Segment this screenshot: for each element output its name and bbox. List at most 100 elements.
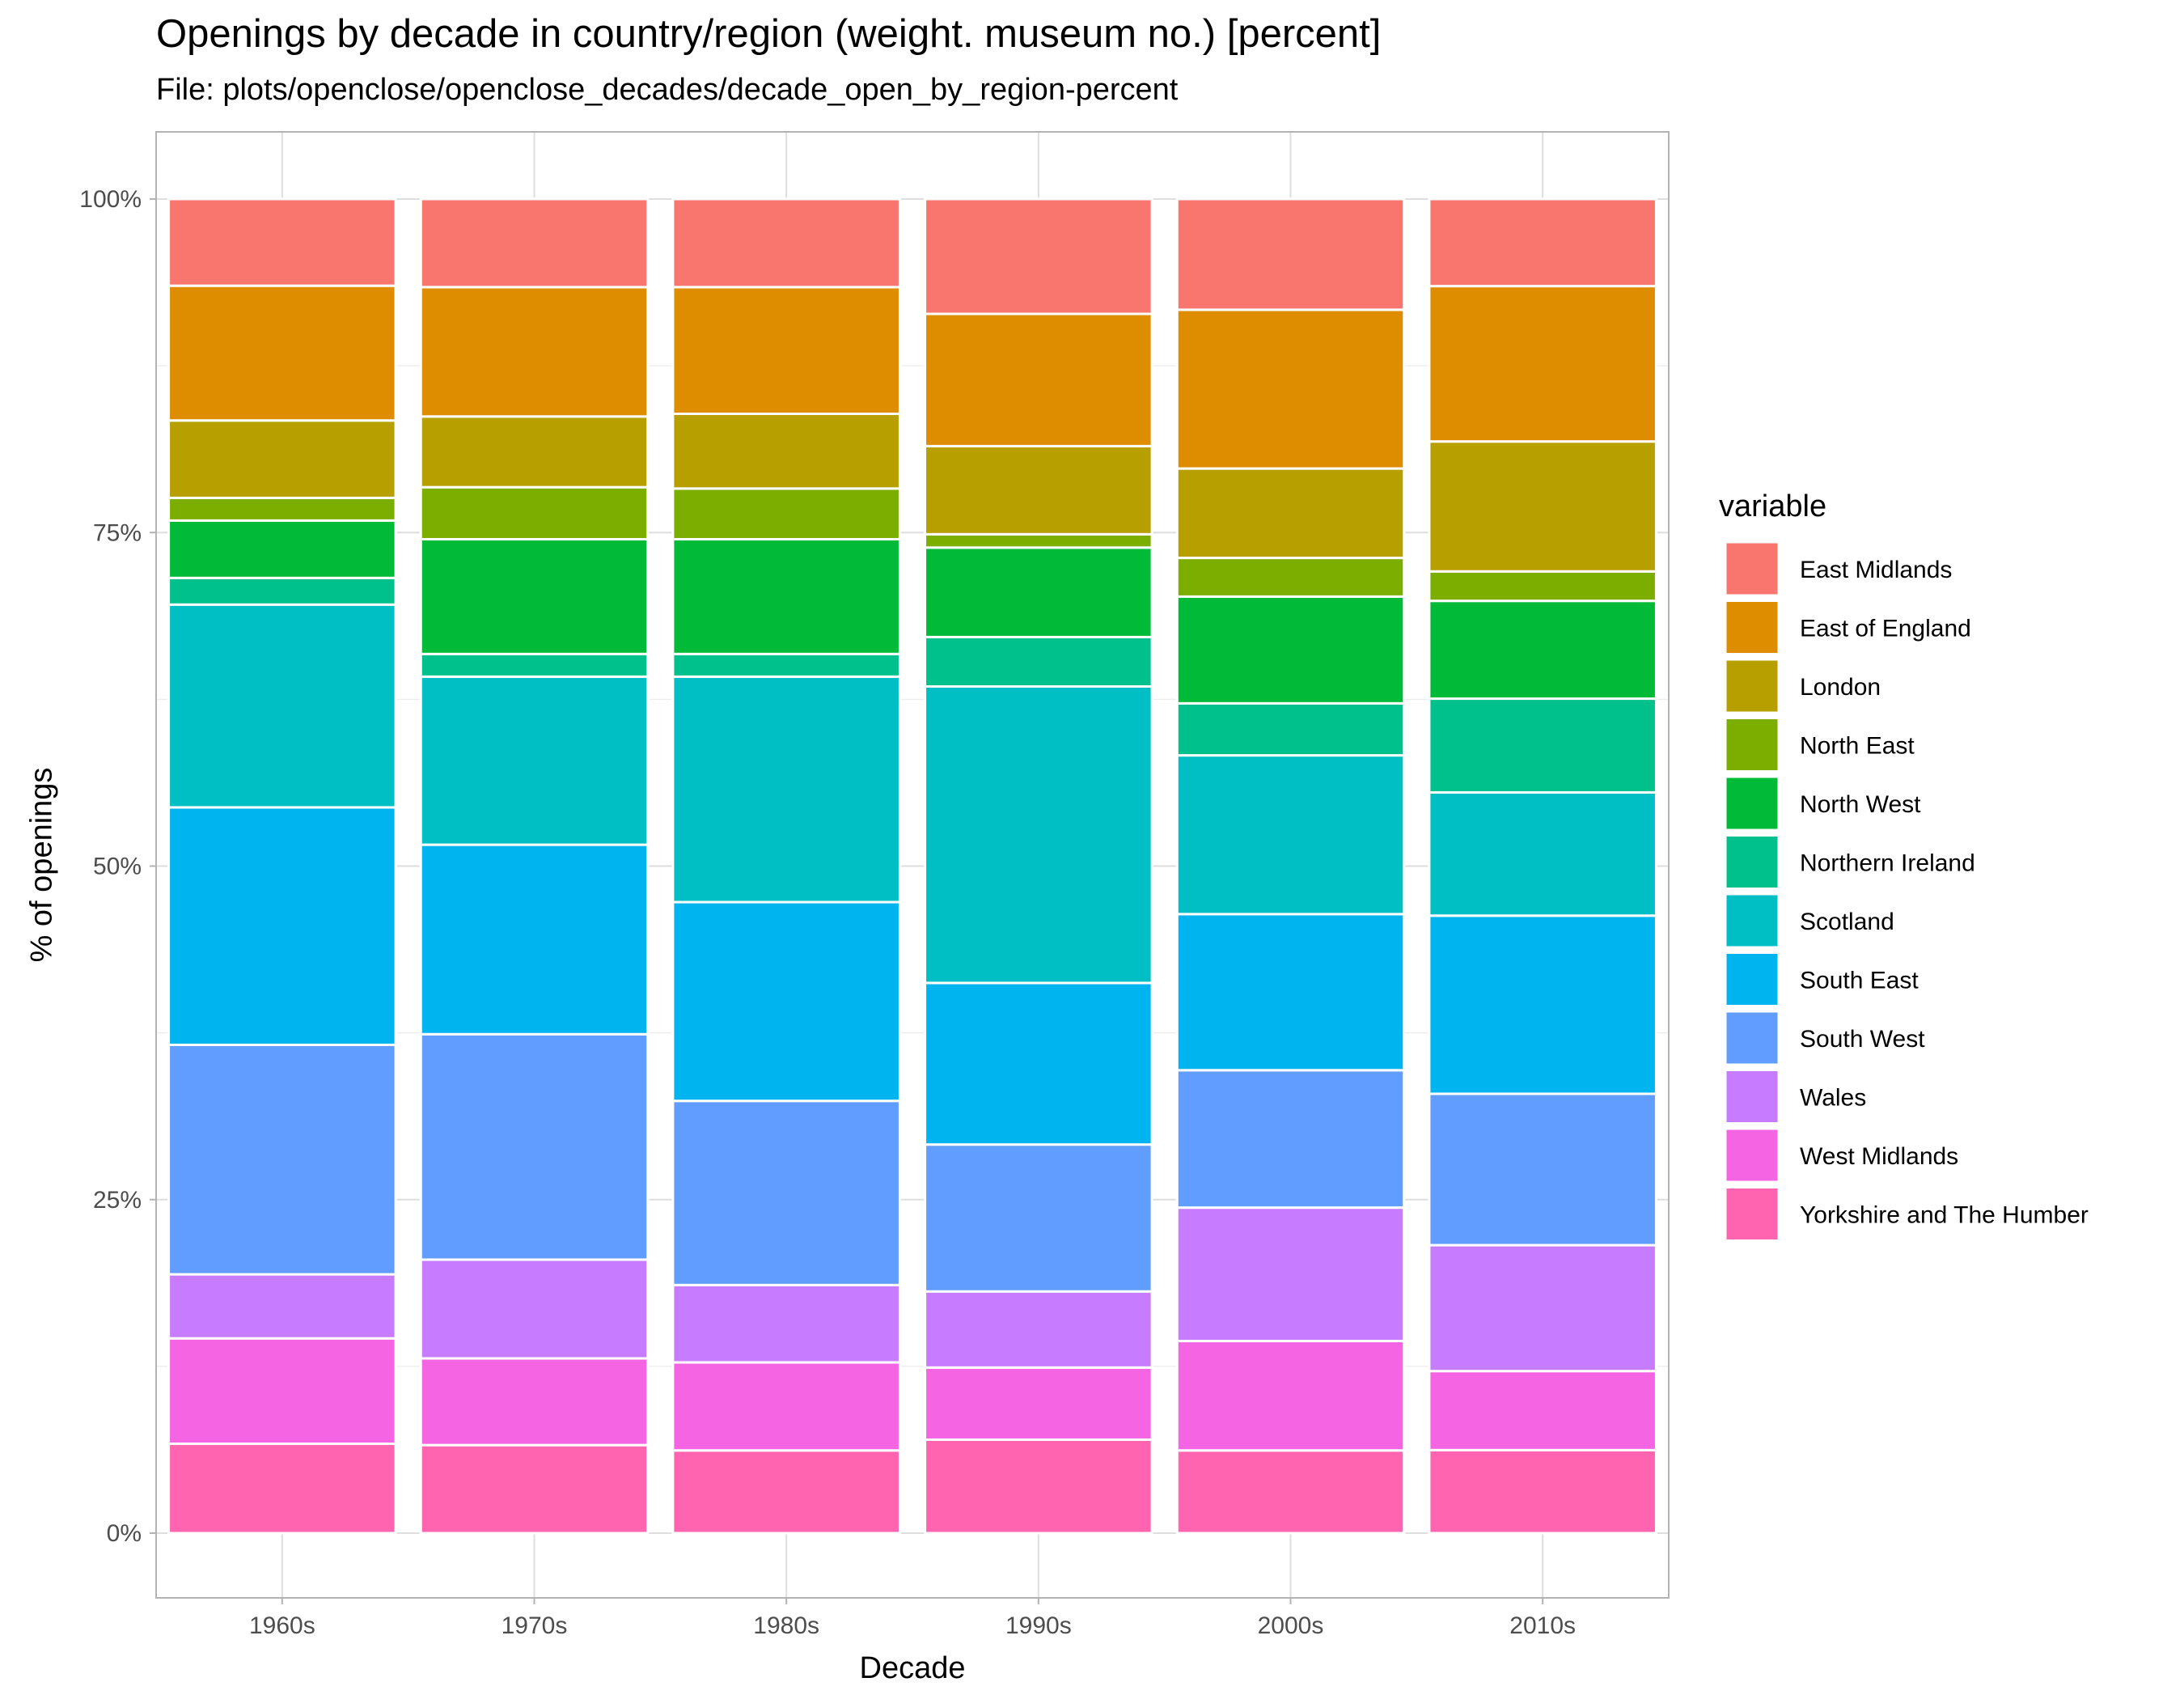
bar-segment-1970s-north-west xyxy=(419,537,650,655)
bar-segment-1990s-london xyxy=(924,444,1153,536)
bar-segment-2010s-wales xyxy=(1428,1244,1657,1373)
legend-key-north-west xyxy=(1724,775,1780,832)
bar-segment-1990s-east-of-england xyxy=(924,312,1153,447)
bar-segment-1960s-north-west xyxy=(167,519,397,579)
bar-segment-1960s-northern-ireland xyxy=(167,576,397,606)
legend-label-scotland: Scotland xyxy=(1800,909,1894,935)
bar-segment-1970s-northern-ireland xyxy=(419,652,650,678)
bar-segment-1980s-south-east xyxy=(671,900,901,1103)
y-tick-label: 25% xyxy=(93,1187,142,1214)
y-tick-label: 0% xyxy=(107,1520,142,1547)
bar-segment-2000s-northern-ireland xyxy=(1175,701,1406,757)
legend-label-south-east: South East xyxy=(1800,968,1919,994)
legend-label-south-west: South West xyxy=(1800,1026,1925,1053)
bar-segment-1970s-wales xyxy=(419,1258,650,1360)
bar-segment-2000s-yorkshire-and-the-humber xyxy=(1175,1449,1406,1535)
bar-segment-2000s-east-midlands xyxy=(1175,197,1406,311)
bar-segment-2010s-south-east xyxy=(1428,914,1657,1095)
bar-segment-2010s-scotland xyxy=(1428,790,1657,917)
x-tick-label: 2010s xyxy=(1509,1612,1576,1639)
bar-segment-1990s-north-east xyxy=(924,532,1153,549)
x-tick-label: 1990s xyxy=(1005,1612,1072,1639)
x-tick-label: 1970s xyxy=(502,1612,568,1639)
axes: 0% 25% 50% 75% 100% 1960s 1970s 1980s 1990s 2000s… xyxy=(79,186,1576,1639)
bar-segment-1970s-west-midlands xyxy=(419,1357,650,1447)
legend-label-london: London xyxy=(1800,674,1881,701)
bar-segment-1960s-south-east xyxy=(167,806,397,1046)
bar-segment-2010s-northern-ireland xyxy=(1428,697,1657,794)
legend-label-west-midlands: West Midlands xyxy=(1800,1143,1958,1170)
y-tick-label: 50% xyxy=(93,854,142,880)
legend-key-south-west xyxy=(1724,1010,1780,1066)
legend-key-wales xyxy=(1724,1069,1780,1125)
bar-segment-2000s-north-east xyxy=(1175,557,1406,598)
y-tick-label: 100% xyxy=(79,186,142,213)
bar-segment-2000s-east-of-england xyxy=(1175,308,1406,470)
legend-key-east-of-england xyxy=(1724,600,1780,655)
bar-segment-2000s-london xyxy=(1175,467,1406,560)
bar-segment-1990s-yorkshire-and-the-humber xyxy=(924,1438,1153,1535)
bar-segment-1990s-south-east xyxy=(924,981,1153,1146)
bar-segment-1990s-scotland xyxy=(924,684,1153,985)
legend-key-scotland xyxy=(1724,892,1780,949)
bar-segment-1990s-east-midlands xyxy=(924,197,1153,316)
bar-segment-2010s-east-of-england xyxy=(1428,285,1657,443)
legend-key-yorkshire-and-the-humber xyxy=(1724,1186,1780,1242)
legend-label-north-west: North West xyxy=(1800,791,1921,818)
bar-segment-2010s-north-west xyxy=(1428,600,1657,701)
bar-segment-1980s-north-west xyxy=(671,537,901,655)
x-tick-label: 1960s xyxy=(249,1612,315,1639)
bar-segment-2010s-north-east xyxy=(1428,570,1657,603)
legend-label-east-of-england: East of England xyxy=(1800,616,1971,642)
bar-segment-1980s-north-east xyxy=(671,487,901,540)
legend-label-northern-ireland: Northern Ireland xyxy=(1800,850,1975,877)
bar-segment-2010s-west-midlands xyxy=(1428,1370,1657,1451)
bar-segment-1970s-south-west xyxy=(419,1032,650,1261)
legend-key-london xyxy=(1724,658,1780,714)
bar-segment-1980s-scotland xyxy=(671,675,901,904)
bar-segment-1970s-north-east xyxy=(419,485,650,540)
bar-segment-1980s-yorkshire-and-the-humber xyxy=(671,1449,901,1535)
legend-key-south-east xyxy=(1724,951,1780,1007)
bar-segment-2010s-east-midlands xyxy=(1428,197,1657,288)
bar-segment-1970s-south-east xyxy=(419,843,650,1036)
bar-segment-1990s-wales xyxy=(924,1290,1153,1369)
legend-label-east-midlands: East Midlands xyxy=(1800,557,1952,583)
bar-segment-1980s-northern-ireland xyxy=(671,652,901,678)
bar-segment-1970s-east-of-england xyxy=(419,286,650,418)
x-tick-label: 2000s xyxy=(1258,1612,1324,1639)
bar-segment-1980s-london xyxy=(671,412,901,490)
x-axis-title: Decade xyxy=(860,1651,966,1685)
bar-segment-1980s-south-west xyxy=(671,1099,901,1286)
x-tick-label: 1980s xyxy=(753,1612,819,1639)
bar-segment-1990s-west-midlands xyxy=(924,1366,1153,1441)
legend-label-yorkshire-and-the-humber: Yorkshire and The Humber xyxy=(1800,1202,2089,1229)
bar-segment-2000s-north-west xyxy=(1175,595,1406,705)
bar-segment-1960s-wales xyxy=(167,1273,397,1340)
bar-segment-2010s-yorkshire-and-the-humber xyxy=(1428,1448,1657,1535)
legend-key-northern-ireland xyxy=(1724,834,1780,890)
bar-segment-1970s-east-midlands xyxy=(419,197,650,289)
legend-title: variable xyxy=(1719,489,1826,523)
legend-label-wales: Wales xyxy=(1800,1085,1866,1112)
bar-segment-1960s-east-midlands xyxy=(167,197,397,287)
bar-segment-2000s-south-west xyxy=(1175,1069,1406,1210)
bar-segment-1960s-east-of-england xyxy=(167,284,397,422)
chart-title: Openings by decade in country/region (we… xyxy=(156,12,1382,56)
y-axis-title: % of openings xyxy=(24,768,58,963)
legend-key-east-midlands xyxy=(1724,540,1780,597)
bar-segment-1990s-northern-ireland xyxy=(924,635,1153,688)
bar-segment-1980s-wales xyxy=(671,1283,901,1364)
legend-key-north-east xyxy=(1724,717,1780,773)
bar-segment-2010s-south-west xyxy=(1428,1092,1657,1247)
legend: variable East Midlands East of England Lon… xyxy=(1719,489,2089,1242)
bar-segment-2010s-london xyxy=(1428,440,1657,573)
chart-subtitle: File: plots/openclose/openclose_decades/… xyxy=(156,73,1179,107)
bar-segment-2000s-west-midlands xyxy=(1175,1340,1406,1452)
bar-segment-1970s-scotland xyxy=(419,675,650,846)
bar-segment-1960s-london xyxy=(167,419,397,499)
legend-key-west-midlands xyxy=(1724,1127,1780,1184)
legend-label-north-east: North East xyxy=(1800,733,1915,760)
bar-segment-2000s-wales xyxy=(1175,1206,1406,1343)
bar-segment-2000s-south-east xyxy=(1175,913,1406,1072)
